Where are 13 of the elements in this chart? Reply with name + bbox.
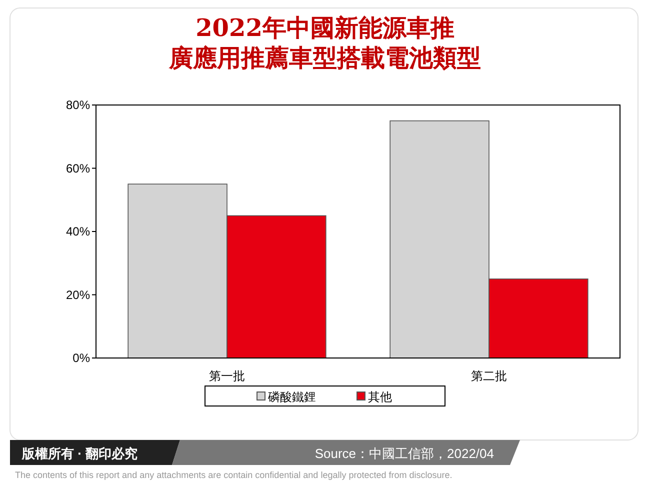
y-tick-label: 60% — [66, 161, 90, 176]
y-tick-label: 20% — [66, 288, 90, 302]
y-tick-label: 40% — [66, 224, 90, 238]
legend-label: 磷酸鐵鋰 — [267, 390, 316, 404]
chart-title: 2022年中國新能源車推廣應用推薦車型搭載電池類型 — [168, 13, 481, 72]
legend-label: 其他 — [368, 390, 392, 404]
y-tick-label: 80% — [66, 98, 90, 112]
text: 版權所有 · 翻印必究 — [21, 446, 138, 461]
x-tick-label: 第一批 — [209, 369, 245, 383]
text: The contents of this report and any attachments are contain confidential and legally protected from disclosure. — [15, 470, 452, 480]
y-tick-label: 0% — [72, 351, 90, 365]
x-tick-label: 第二批 — [471, 369, 507, 383]
source-note: Source：中國工信部，2022/04 — [314, 446, 494, 461]
